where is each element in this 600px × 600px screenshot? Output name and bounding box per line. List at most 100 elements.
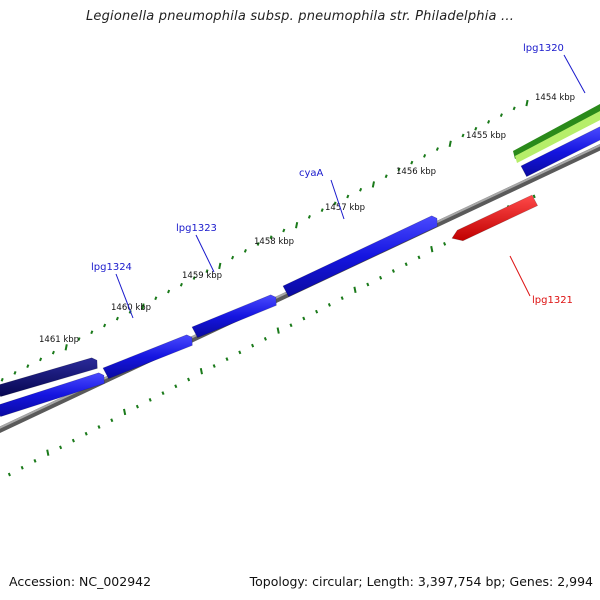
tick-mark	[26, 364, 30, 369]
tick-mark	[532, 194, 536, 199]
leader-line	[563, 54, 586, 94]
tick-mark	[77, 337, 81, 341]
tick-mark	[123, 408, 127, 416]
scale-label: 1460 kbp	[111, 303, 151, 313]
gene-right-blue	[520, 126, 600, 178]
tick-mark	[320, 208, 324, 212]
tick-mark	[51, 350, 55, 355]
tick-mark	[282, 228, 286, 233]
gene-lower-blue	[0, 372, 105, 417]
tick-mark	[115, 316, 119, 321]
tick-mark	[251, 343, 255, 348]
tick-mark	[499, 113, 503, 118]
tick-mark	[289, 323, 293, 328]
tick-mark	[199, 368, 203, 375]
tick-mark	[384, 174, 388, 179]
gene-label-2: lpg1323	[176, 223, 217, 234]
tick-mark	[315, 309, 319, 314]
gene-lpg1324-b	[102, 334, 193, 379]
tick-mark	[71, 438, 75, 443]
tick-mark	[39, 357, 43, 362]
genome-summary-text: Topology: circular; Length: 3,397,754 bp…	[249, 574, 593, 589]
tick-mark	[435, 147, 439, 151]
gene-lpg1324	[0, 357, 98, 397]
tick-mark	[243, 248, 247, 253]
tick-mark	[167, 289, 171, 294]
tick-mark	[103, 323, 107, 328]
scale-label: 1461 kbp	[39, 335, 79, 345]
tick-mark	[327, 303, 331, 307]
gene-cyaA	[282, 215, 438, 297]
tick-mark	[13, 371, 17, 375]
tick-mark	[238, 350, 242, 355]
map-labels: 1454 kbp 1455 kbp 1456 kbp 1457 kbp 1458 kbp…	[39, 43, 586, 345]
tick-mark	[525, 99, 529, 107]
tick-mark	[269, 235, 273, 240]
tick-mark	[33, 459, 37, 463]
gene-lpg1321	[451, 194, 539, 242]
gene-lpg1320-dark	[513, 104, 600, 159]
scale-label: 1454 kbp	[535, 93, 575, 103]
tick-mark	[84, 431, 88, 436]
tick-mark	[20, 465, 24, 470]
tick-mark	[205, 269, 209, 274]
tick-mark	[90, 330, 94, 335]
tick-mark	[7, 472, 11, 477]
tick-mark	[423, 153, 427, 158]
tick-mark	[59, 445, 63, 450]
tick-mark	[141, 303, 145, 310]
tick-mark	[64, 344, 68, 351]
tick-mark	[404, 262, 408, 267]
tick-mark	[359, 187, 363, 192]
leader-line	[330, 179, 345, 220]
tick-mark	[397, 167, 401, 172]
tick-mark	[97, 425, 101, 429]
tick-mark	[307, 215, 311, 219]
tick-mark	[276, 327, 280, 334]
accession-text: Accession: NC_002942	[9, 574, 152, 589]
tick-mark	[174, 384, 178, 389]
tick-mark	[461, 133, 465, 138]
tick-mark	[212, 364, 216, 368]
tick-mark	[218, 262, 222, 270]
tick-mark	[474, 126, 478, 131]
scale-label: 1459 kbp	[182, 271, 222, 281]
tick-mark	[302, 316, 306, 321]
gene-label-4: lpg1321	[532, 295, 573, 306]
tick-mark	[353, 286, 357, 294]
tick-mark	[371, 181, 375, 188]
tick-mark	[46, 449, 50, 456]
tick-mark	[148, 398, 152, 402]
tick-mark	[443, 241, 447, 246]
scale-label: 1457 kbp	[325, 203, 365, 213]
gene-label-3: lpg1324	[91, 262, 132, 273]
gene-features	[0, 104, 600, 433]
tick-mark	[295, 221, 299, 229]
tick-mark	[448, 140, 452, 147]
gene-lpg1320-light	[515, 111, 600, 163]
tick-mark	[0, 377, 4, 382]
tick-mark	[187, 377, 191, 382]
tick-mark	[333, 201, 337, 206]
tick-mark	[231, 255, 235, 260]
gene-lpg1323	[191, 294, 277, 338]
tick-mark	[512, 106, 516, 111]
leader-line	[509, 255, 531, 297]
tick-mark	[225, 357, 229, 362]
tick-mark	[192, 276, 196, 280]
tick-marks	[0, 99, 536, 477]
tick-mark	[366, 282, 370, 287]
tick-mark	[179, 282, 183, 287]
tick-mark	[110, 418, 114, 423]
tick-mark	[154, 296, 158, 301]
tick-mark	[161, 391, 165, 395]
tick-mark	[410, 160, 414, 165]
tick-mark	[379, 275, 383, 280]
tick-mark	[256, 242, 260, 246]
leader-line	[115, 273, 134, 319]
gene-label-0: lpg1320	[523, 43, 564, 54]
tick-mark	[135, 404, 139, 409]
scale-label: 1455 kbp	[466, 131, 506, 141]
map-title: Legionella pneumophila subsp. pneumophil…	[85, 9, 515, 24]
